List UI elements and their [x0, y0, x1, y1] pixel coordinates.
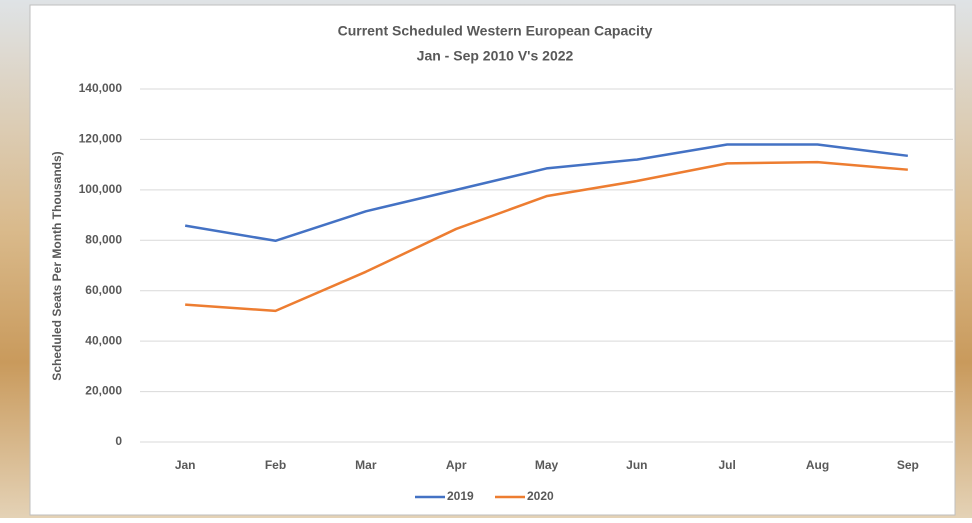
- y-tick-label: 0: [115, 434, 122, 448]
- x-tick-label: Jan: [175, 458, 196, 472]
- x-tick-label: Feb: [265, 458, 286, 472]
- x-tick-label: Jun: [626, 458, 647, 472]
- legend-label: 2020: [527, 489, 554, 503]
- x-tick-label: Apr: [446, 458, 467, 472]
- y-tick-label: 40,000: [85, 333, 122, 347]
- y-tick-label: 20,000: [85, 384, 122, 398]
- y-tick-label: 120,000: [79, 132, 123, 146]
- x-tick-label: May: [535, 458, 559, 472]
- y-tick-label: 100,000: [79, 182, 123, 196]
- y-tick-label: 140,000: [79, 81, 123, 95]
- legend-label: 2019: [447, 489, 474, 503]
- y-tick-label: 60,000: [85, 283, 122, 297]
- chart-area: [29, 4, 956, 516]
- chart-title: Current Scheduled Western European Capac…: [338, 23, 653, 39]
- y-axis-label: Scheduled Seats Per Month Thousands): [50, 151, 64, 380]
- x-tick-label: Mar: [355, 458, 377, 472]
- x-tick-label: Sep: [897, 458, 919, 472]
- x-tick-label: Aug: [806, 458, 829, 472]
- series-line: [185, 160, 908, 313]
- x-tick-label: Jul: [718, 458, 735, 472]
- series-line: [184, 143, 908, 243]
- y-tick-label: 80,000: [85, 232, 122, 246]
- chart-subtitle: Jan - Sep 2010 V's 2022: [417, 48, 574, 64]
